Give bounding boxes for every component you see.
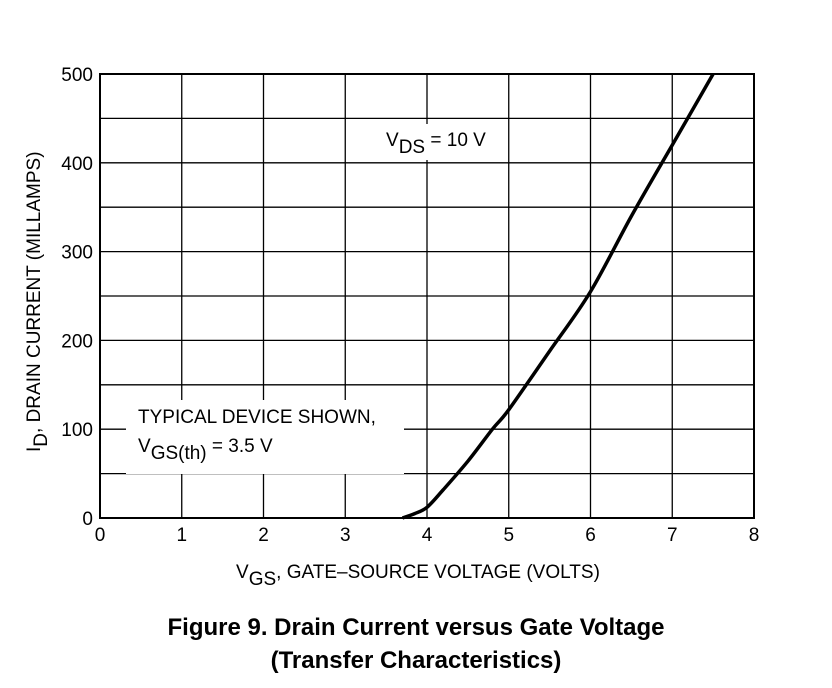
y-tick-label: 100 xyxy=(61,420,93,441)
x-tick-label: 0 xyxy=(95,525,106,546)
figure-caption-line2: (Transfer Characteristics) xyxy=(270,647,562,674)
x-tick-labels: 0 1 2 3 4 5 6 7 8 xyxy=(95,525,760,546)
x-tick-label: 3 xyxy=(340,525,351,546)
y-title-rest: , DRAIN CURRENT (MILLAMPS) xyxy=(24,151,45,433)
vds-main: V xyxy=(386,130,399,151)
x-tick-label: 6 xyxy=(585,525,596,546)
x-tick-label: 1 xyxy=(176,525,187,546)
annotation-typical-device: TYPICAL DEVICE SHOWN, xyxy=(138,407,376,428)
y-tick-label: 500 xyxy=(61,65,93,86)
y-tick-labels: 0 100 200 300 400 500 xyxy=(61,65,93,530)
x-title-rest: , GATE–SOURCE VOLTAGE (VOLTS) xyxy=(276,562,600,583)
x-tick-label: 8 xyxy=(749,525,760,546)
annotation-background xyxy=(126,400,404,474)
y-tick-label: 400 xyxy=(61,154,93,175)
x-axis-title: VGS, GATE–SOURCE VOLTAGE (VOLTS) xyxy=(236,562,600,590)
annotation-vgs-th: VGS(th) = 3.5 V xyxy=(138,436,273,464)
x-title-sub: GS xyxy=(249,569,276,590)
annotation-backgrounds xyxy=(126,124,496,474)
vds-sub: DS xyxy=(399,137,425,158)
x-tick-label: 7 xyxy=(667,525,678,546)
y-tick-label: 0 xyxy=(82,509,93,530)
figure-caption-line1: Figure 9. Drain Current versus Gate Volt… xyxy=(167,614,665,641)
y-title-main: I xyxy=(24,447,45,452)
vds-rest: = 10 V xyxy=(425,130,486,151)
vgs-th-rest: = 3.5 V xyxy=(207,436,273,457)
x-tick-label: 5 xyxy=(503,525,514,546)
x-tick-label: 2 xyxy=(258,525,269,546)
grid-lines xyxy=(100,74,754,518)
y-title-sub: D xyxy=(31,433,52,447)
vgs-th-main: V xyxy=(138,436,151,457)
vgs-th-sub: GS(th) xyxy=(151,443,207,464)
y-axis-title: ID, DRAIN CURRENT (MILLAMPS) xyxy=(24,151,52,452)
y-tick-label: 300 xyxy=(61,243,93,264)
x-tick-label: 4 xyxy=(422,525,433,546)
plot-frame xyxy=(99,73,755,519)
x-title-main: V xyxy=(236,562,249,583)
drain-current-curve xyxy=(401,73,715,520)
y-tick-label: 200 xyxy=(61,331,93,352)
annotation-background xyxy=(370,124,496,160)
annotation-vds: VDS = 10 V xyxy=(386,130,486,158)
